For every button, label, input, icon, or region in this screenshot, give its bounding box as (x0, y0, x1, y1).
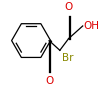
Text: Br: Br (62, 53, 73, 63)
Text: O: O (45, 76, 53, 86)
Text: O: O (65, 2, 73, 12)
Text: OH: OH (84, 21, 100, 31)
